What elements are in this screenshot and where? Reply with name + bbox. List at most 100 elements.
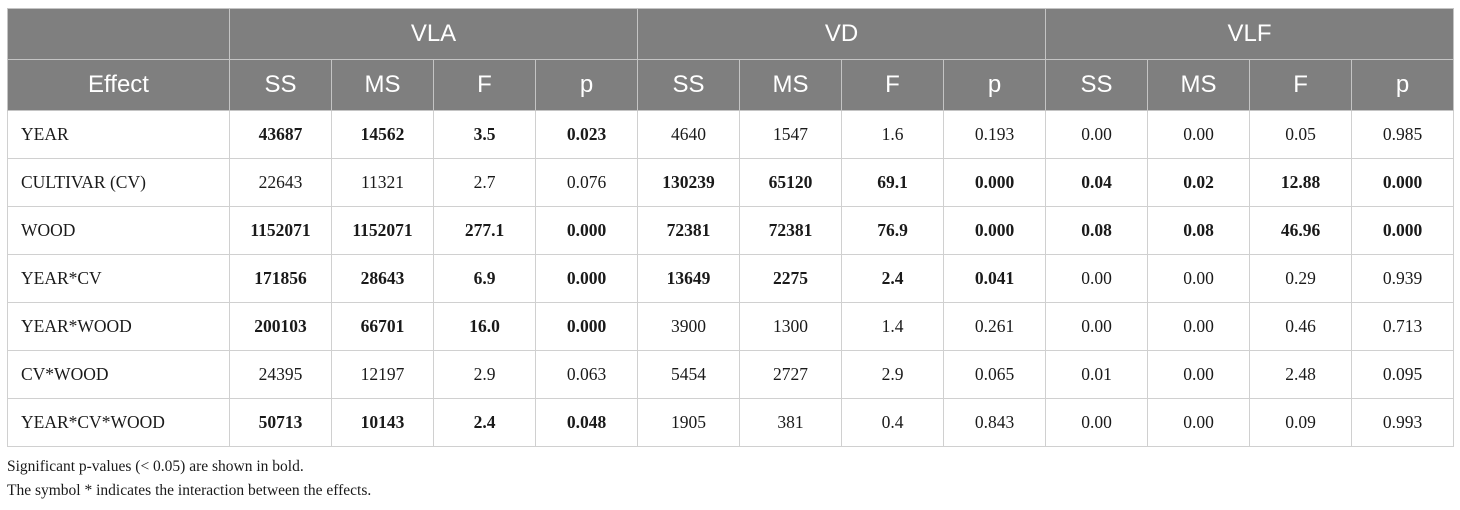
anova-table-container: VLA VD VLF Effect SS MS F p SS MS F p SS… [7,8,1455,503]
vlf-p-cell: 0.985 [1351,110,1455,159]
vla-ms-cell: 11321 [331,158,434,207]
vd-ms-cell: 65120 [739,158,842,207]
col-header-vlf-ms: MS [1147,59,1251,111]
col-header-vd-ss: SS [637,59,740,111]
table-row: YEAR*WOOD 200103 66701 16.0 0.000 3900 1300 1.4… [7,302,1455,351]
col-header-vlf-p: p [1351,59,1455,111]
vlf-p-cell: 0.095 [1351,350,1455,399]
vlf-ms-cell: 0.00 [1147,254,1251,303]
vla-ms-cell: 14562 [331,110,434,159]
col-header-vla-ss: SS [229,59,332,111]
vd-f-cell: 76.9 [841,206,944,255]
vla-f-cell: 2.4 [433,398,536,447]
vla-ss-cell: 200103 [229,302,332,351]
vlf-ms-cell: 0.00 [1147,350,1251,399]
note-significance: Significant p-values (< 0.05) are shown … [7,458,304,475]
vlf-f-cell: 2.48 [1249,350,1353,399]
note-interaction-symbol: The symbol * indicates the interaction b… [7,482,372,499]
table-notes: Significant p-values (< 0.05) are shown … [7,455,1453,503]
table-row: CV*WOOD 24395 12197 2.9 0.063 5454 2727 2.9 0.06… [7,350,1455,399]
vla-f-cell: 6.9 [433,254,536,303]
vlf-f-cell: 0.09 [1249,398,1353,447]
vla-p-cell: 0.000 [535,302,638,351]
col-header-vd-p: p [942,59,1047,111]
col-header-vd-f: F [841,59,944,111]
vd-p-cell: 0.000 [942,206,1047,255]
table-row: YEAR*CV 171856 28643 6.9 0.000 13649 2275 2.4 0.… [7,254,1455,303]
vlf-ss-cell: 0.01 [1045,350,1149,399]
vd-ss-cell: 1905 [637,398,740,447]
vla-p-cell: 0.000 [535,254,638,303]
vlf-f-cell: 0.46 [1249,302,1353,351]
vd-ss-cell: 13649 [637,254,740,303]
vd-ss-cell: 5454 [637,350,740,399]
vd-f-cell: 2.9 [841,350,944,399]
vlf-p-cell: 0.000 [1351,158,1455,207]
vd-ss-cell: 3900 [637,302,740,351]
vd-p-cell: 0.065 [942,350,1047,399]
vlf-f-cell: 12.88 [1249,158,1353,207]
vd-ss-cell: 4640 [637,110,740,159]
vla-ms-cell: 1152071 [331,206,434,255]
vlf-p-cell: 0.000 [1351,206,1455,255]
vla-p-cell: 0.048 [535,398,638,447]
effect-label-cell: CULTIVAR (CV) [7,158,230,207]
table-row: YEAR 43687 14562 3.5 0.023 4640 1547 1.6 0.193 0.… [7,110,1455,159]
vd-f-cell: 1.4 [841,302,944,351]
col-header-vla-ms: MS [331,59,434,111]
vlf-ss-cell: 0.00 [1045,254,1149,303]
table-row: WOOD 1152071 1152071 277.1 0.000 72381 72381 76… [7,206,1455,255]
vla-ms-cell: 12197 [331,350,434,399]
col-header-vlf-ss: SS [1045,59,1149,111]
col-header-vlf-f: F [1249,59,1353,111]
vlf-ms-cell: 0.08 [1147,206,1251,255]
vd-ms-cell: 381 [739,398,842,447]
col-header-vd-ms: MS [739,59,842,111]
group-header-vla: VLA [229,8,638,60]
vla-f-cell: 2.7 [433,158,536,207]
vla-ms-cell: 66701 [331,302,434,351]
group-header-vd: VD [636,8,1047,60]
header-blank-cell [7,8,230,60]
vlf-ss-cell: 0.08 [1045,206,1149,255]
vla-p-cell: 0.063 [535,350,638,399]
vlf-ss-cell: 0.00 [1045,302,1149,351]
effect-label-cell: YEAR*WOOD [7,302,230,351]
vla-f-cell: 3.5 [433,110,536,159]
vlf-ms-cell: 0.00 [1147,302,1251,351]
vla-ss-cell: 22643 [229,158,332,207]
effect-header: Effect [7,59,230,111]
vla-ss-cell: 171856 [229,254,332,303]
vd-p-cell: 0.261 [942,302,1047,351]
vlf-f-cell: 0.29 [1249,254,1353,303]
group-header-row: VLA VD VLF [7,8,1455,60]
vd-f-cell: 2.4 [841,254,944,303]
vla-p-cell: 0.000 [535,206,638,255]
vlf-f-cell: 46.96 [1249,206,1353,255]
vla-ss-cell: 43687 [229,110,332,159]
vla-f-cell: 2.9 [433,350,536,399]
col-header-vla-f: F [433,59,536,111]
vlf-ms-cell: 0.02 [1147,158,1251,207]
effect-label-cell: YEAR [7,110,230,159]
vd-ms-cell: 2275 [739,254,842,303]
table-row: YEAR*CV*WOOD 50713 10143 2.4 0.048 1905 381 0.4… [7,398,1455,447]
vd-f-cell: 0.4 [841,398,944,447]
vd-p-cell: 0.041 [942,254,1047,303]
vlf-p-cell: 0.939 [1351,254,1455,303]
vd-f-cell: 1.6 [841,110,944,159]
vla-ms-cell: 10143 [331,398,434,447]
sub-header-row: Effect SS MS F p SS MS F p SS MS F p [7,59,1455,111]
vd-ss-cell: 72381 [637,206,740,255]
vlf-p-cell: 0.993 [1351,398,1455,447]
vla-ms-cell: 28643 [331,254,434,303]
effect-label-cell: YEAR*CV [7,254,230,303]
effect-label-cell: YEAR*CV*WOOD [7,398,230,447]
vla-ss-cell: 1152071 [229,206,332,255]
vla-p-cell: 0.023 [535,110,638,159]
vd-ms-cell: 2727 [739,350,842,399]
vd-ms-cell: 72381 [739,206,842,255]
col-header-vla-p: p [535,59,638,111]
vla-f-cell: 16.0 [433,302,536,351]
vd-ms-cell: 1547 [739,110,842,159]
